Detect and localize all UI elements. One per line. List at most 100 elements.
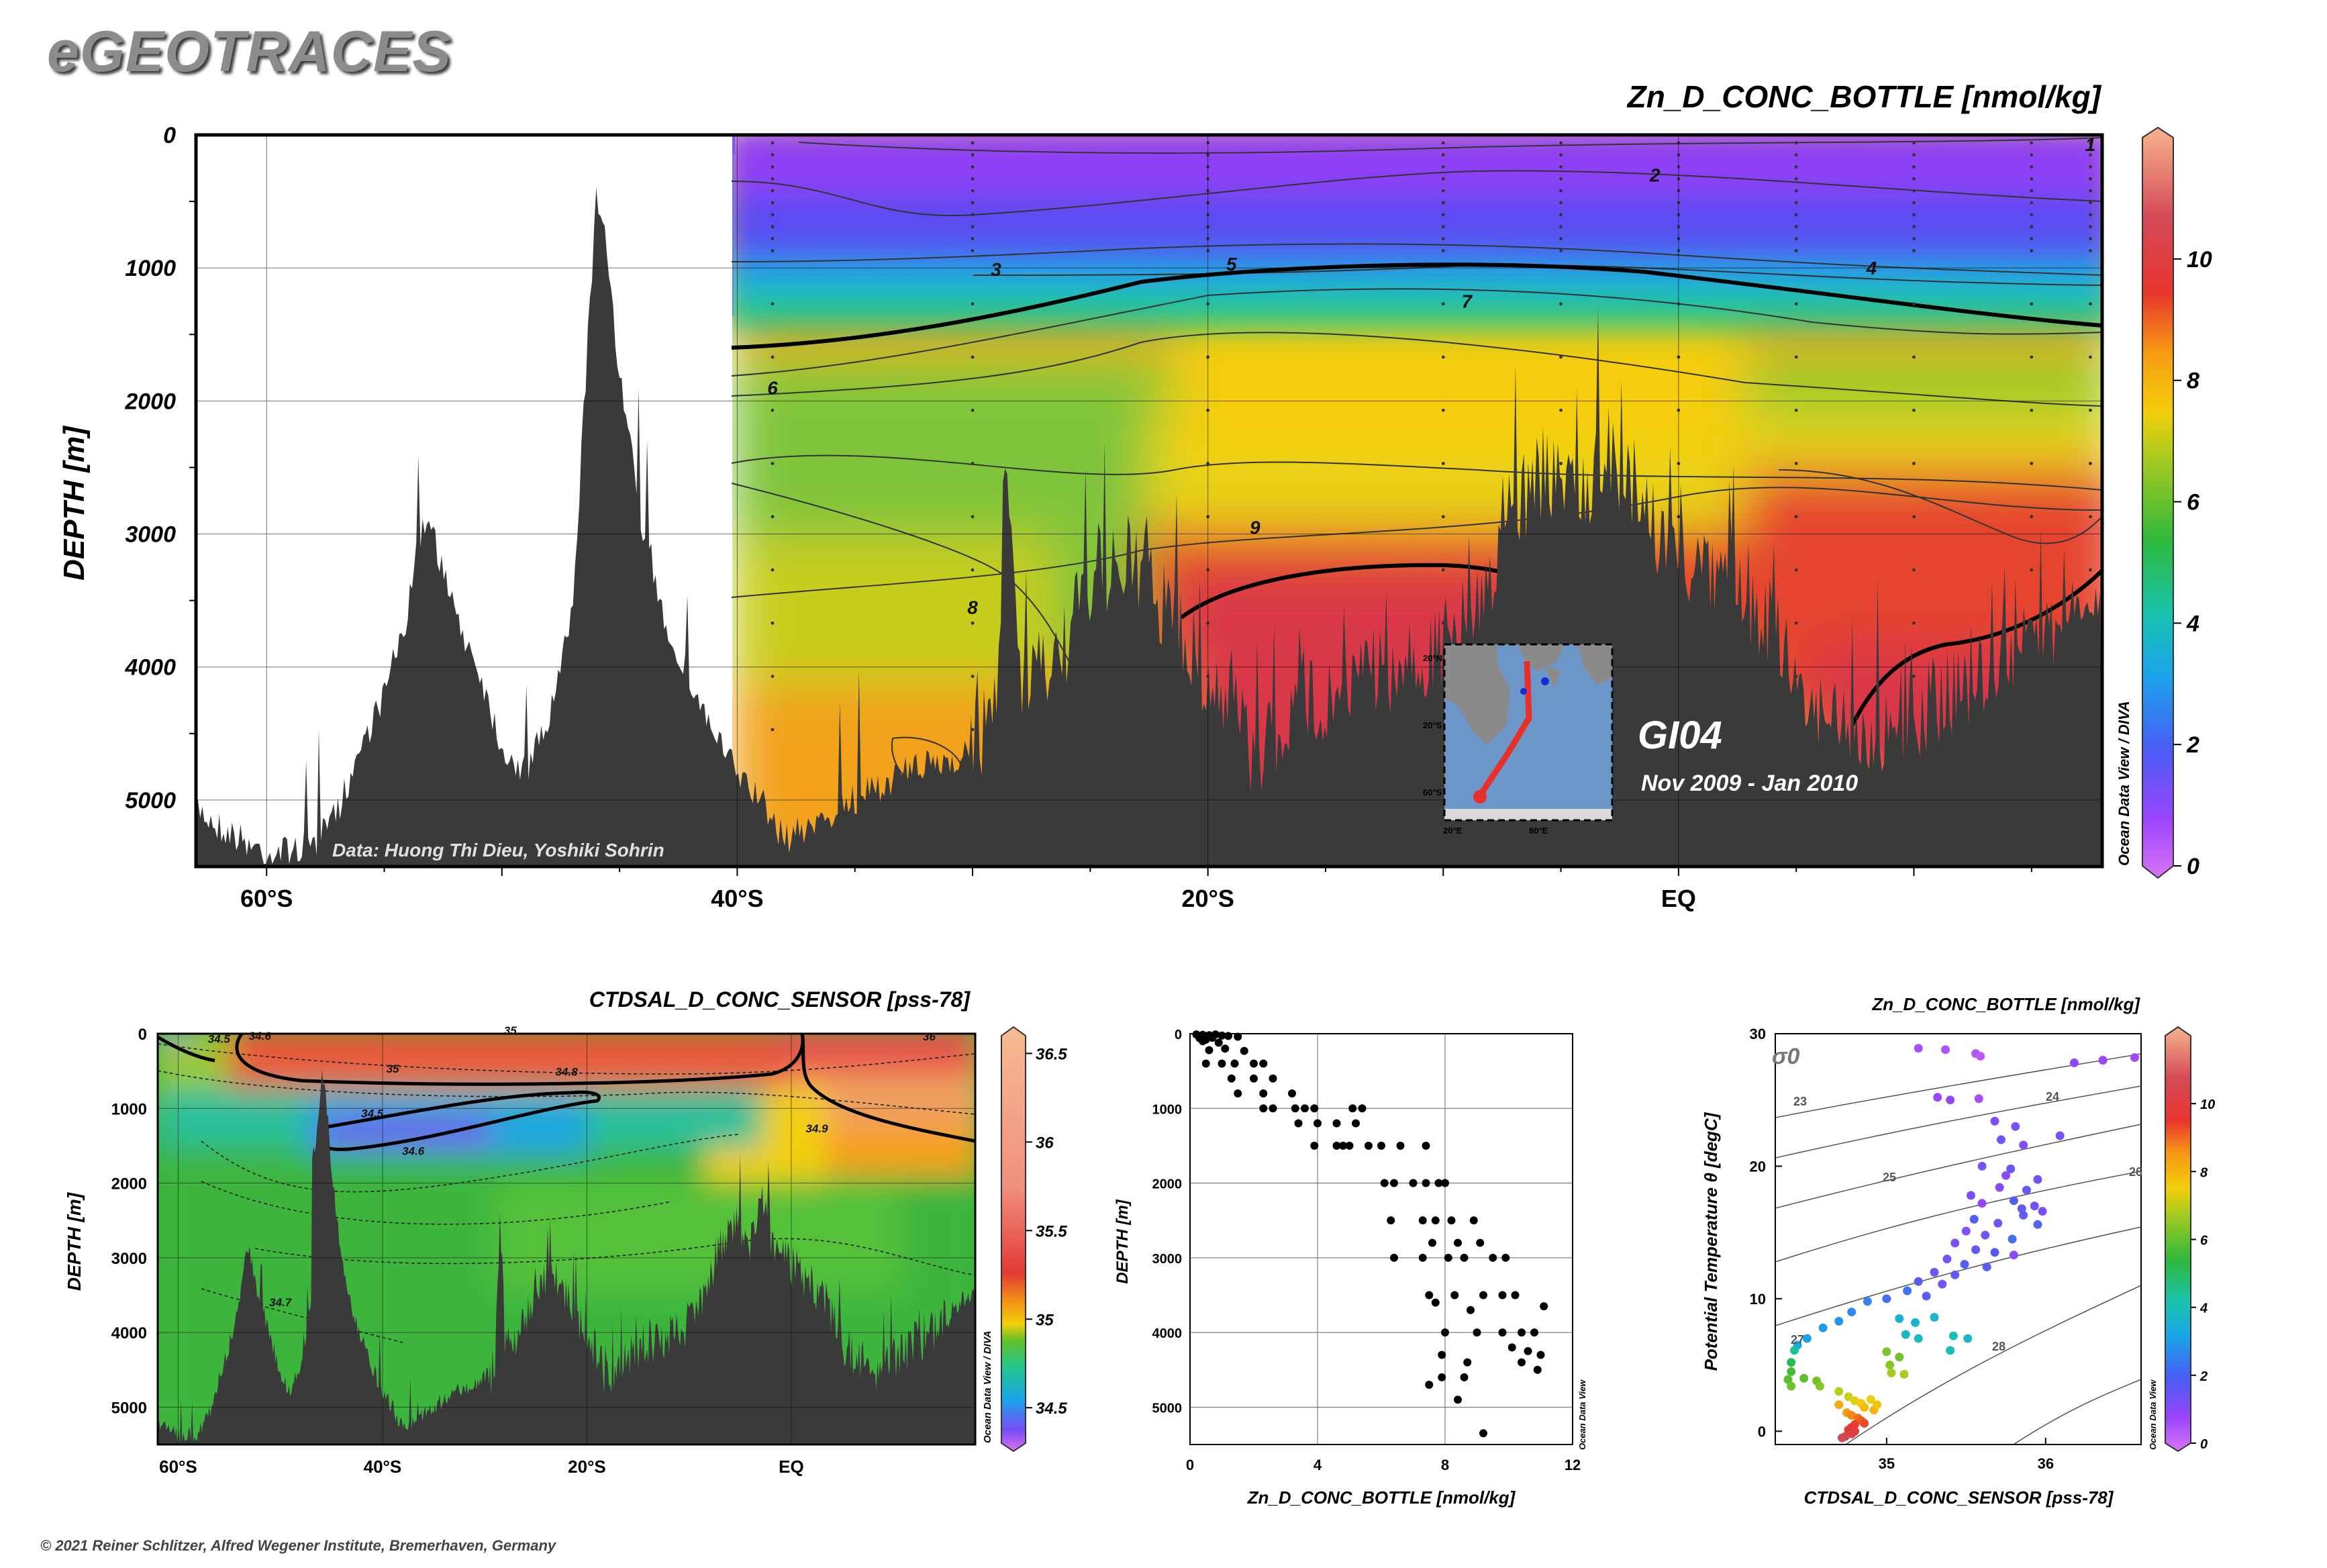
station-sample-dot: [1559, 355, 1563, 359]
ts-colorbar: 0 2 4 6 8 10: [2165, 1026, 2215, 1453]
profile-data-point: [1425, 1291, 1434, 1300]
station-sample-dot: [971, 165, 975, 168]
station-sample-dot: [971, 189, 975, 193]
ts-colorbar-label: 4: [2199, 1302, 2208, 1316]
salinity-contour-label: 36: [923, 1030, 936, 1043]
ts-data-point: [1895, 1314, 1904, 1323]
station-sample-dot: [1912, 201, 1916, 205]
station-sample-dot: [2089, 302, 2092, 306]
salinity-contour-label: 35: [504, 1024, 517, 1037]
profile-data-point: [1438, 1373, 1446, 1381]
station-sample-dot: [1559, 213, 1563, 217]
station-sample-dot: [1441, 462, 1445, 465]
profile-data-point: [1431, 1298, 1440, 1307]
ts-isopycnals: [1775, 1053, 2141, 1444]
profile-x-axis-label: Zn_D_CONC_BOTTLE [nmol/kg]: [1247, 1487, 1516, 1508]
ts-data-point: [1971, 1245, 1981, 1255]
isopycnal-label-26: 26: [2129, 1165, 2142, 1179]
station-sample-dot: [1794, 568, 1798, 572]
station-sample-dot: [2089, 189, 2092, 193]
ts-data-point: [1815, 1381, 1824, 1391]
profile-data-point: [1396, 1141, 1405, 1150]
profile-data-point: [1518, 1328, 1526, 1337]
ts-isopycnal-labels: σ0 23 24 25 26 27 28: [1772, 1044, 2142, 1353]
isopycnal-label-25: 25: [1883, 1171, 1896, 1184]
profile-data-point: [1208, 1034, 1217, 1042]
profile-data-point: [1498, 1328, 1507, 1337]
station-sample-dot: [971, 177, 975, 181]
main-x-tick-label: EQ: [1661, 885, 1696, 912]
main-colorbar-label: 0: [2187, 854, 2199, 879]
profile-data-point: [1339, 1141, 1347, 1150]
ts-data-point: [1882, 1294, 1891, 1304]
profile-x-tick-label: 4: [1314, 1457, 1322, 1473]
profile-x-tick-label: 12: [1565, 1457, 1581, 1473]
main-y-tick-label: 0: [163, 123, 176, 148]
main-colorbar-label: 2: [2186, 732, 2199, 758]
station-sample-dot: [1441, 165, 1445, 168]
sigma-theta-symbol: σ0: [1772, 1044, 1800, 1069]
station-sample-dot: [771, 462, 775, 465]
profile-data-point: [1444, 1253, 1452, 1262]
profile-data-point: [1269, 1074, 1277, 1083]
ts-data-point: [2030, 1202, 2039, 1211]
station-sample-dot: [1794, 165, 1798, 168]
station-sample-dot: [771, 165, 775, 168]
station-sample-dot: [971, 201, 975, 205]
station-sample-dot: [1794, 189, 1798, 193]
salinity-odv-credit: Ocean Data View / DIVA: [982, 1330, 993, 1443]
ts-data-point: [1933, 1093, 1942, 1102]
station-sample-dot: [971, 213, 975, 217]
profile-data-point: [1221, 1044, 1230, 1053]
station-sample-dot: [2089, 225, 2092, 229]
ts-data-point: [2006, 1164, 2016, 1173]
station-sample-dot: [971, 568, 975, 572]
station-sample-dot: [1559, 237, 1563, 240]
ts-data-point: [1938, 1279, 1947, 1289]
salinity-colorbar: 34.5 35 35.5 36 36.5: [1001, 1026, 1067, 1453]
profile-points: [1192, 1030, 1548, 1438]
station-sample-dot: [2089, 462, 2092, 465]
station-sample-dot: [2030, 568, 2034, 572]
station-sample-dot: [771, 213, 775, 217]
station-sample-dot: [1441, 225, 1445, 229]
station-sample-dot: [971, 515, 975, 519]
station-sample-dot: [1559, 249, 1563, 252]
ts-data-point: [1941, 1045, 1950, 1055]
isopycnal-label-27: 27: [1791, 1333, 1804, 1346]
station-sample-dot: [771, 302, 775, 306]
inset-lat-label-20n: 20°N: [1423, 653, 1442, 663]
profile-data-point: [1240, 1046, 1248, 1055]
profile-data-point: [1460, 1373, 1469, 1381]
salinity-y-tick-label: 1000: [111, 1100, 147, 1118]
main-x-tick-label: 20°S: [1181, 885, 1234, 912]
station-sample-dot: [1794, 462, 1798, 465]
profile-y-axis-label: DEPTH [m]: [1113, 1199, 1132, 1283]
station-sample-dot: [1794, 355, 1798, 359]
profile-data-point: [1533, 1365, 1542, 1374]
station-sample-dot: [1912, 177, 1916, 181]
station-sample-dot: [2089, 355, 2092, 359]
ts-y-tick-label: 10: [1750, 1291, 1766, 1308]
ts-data-point: [1966, 1191, 1975, 1200]
salinity-x-tick-label: 40°S: [364, 1457, 402, 1477]
ts-data-point: [1787, 1381, 1796, 1391]
ts-data-point: [1882, 1347, 1891, 1357]
station-sample-dot: [2030, 165, 2034, 168]
salinity-y-tick-label: 2000: [111, 1175, 147, 1193]
main-colorbar-label: 6: [2187, 490, 2200, 516]
profile-y-tick-label: 3000: [1152, 1252, 1183, 1267]
main-contour-label: 1: [2085, 134, 2096, 155]
profile-data-point: [1310, 1141, 1319, 1150]
station-sample-dot: [1559, 189, 1563, 193]
salinity-y-tick-label: 4000: [111, 1324, 147, 1342]
station-sample-dot: [1794, 515, 1798, 519]
station-sample-dot: [971, 462, 975, 465]
ts-data-point: [2011, 1122, 2020, 1131]
profile-data-point: [1380, 1179, 1389, 1187]
salinity-x-tick-label: EQ: [779, 1457, 804, 1477]
main-contour-label: 4: [1866, 258, 1877, 279]
ts-data-point: [1860, 1418, 1869, 1428]
profile-data-point: [1473, 1328, 1481, 1337]
